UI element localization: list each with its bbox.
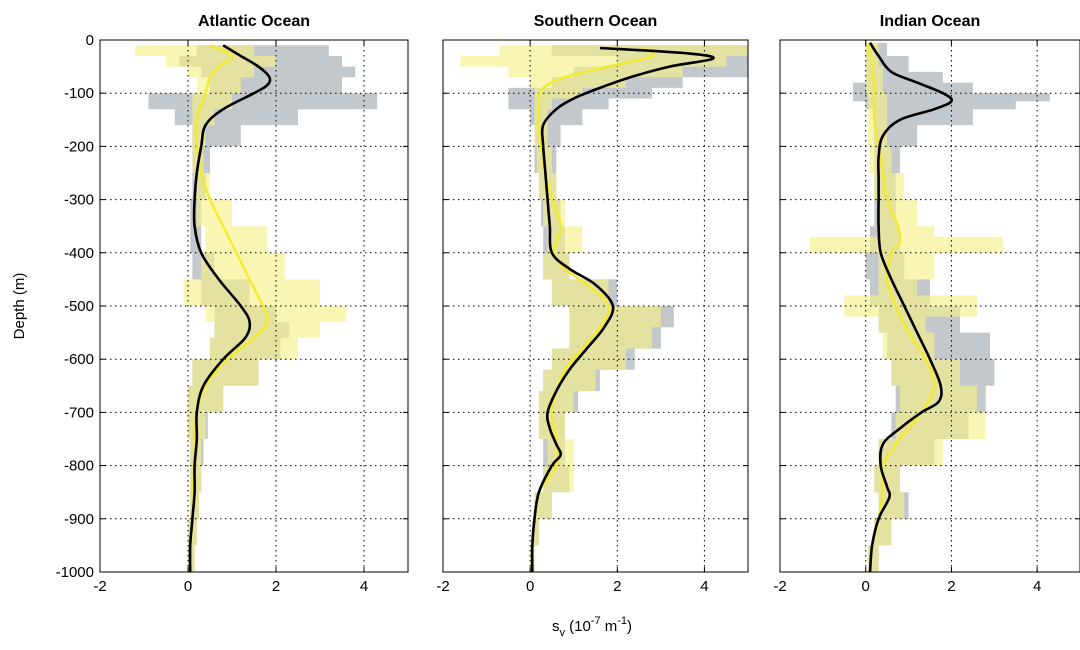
black-line bbox=[868, 42, 953, 572]
x-axis-label-sup2: -1 bbox=[617, 615, 627, 627]
x-tick-label: -2 bbox=[93, 578, 106, 595]
x-tick-label: 2 bbox=[272, 578, 280, 595]
yellow-line bbox=[866, 42, 936, 572]
y-tick-label: -800 bbox=[64, 458, 94, 475]
plot-area bbox=[780, 40, 1080, 572]
y-tick-label: -900 bbox=[64, 511, 94, 528]
y-tick-label: -200 bbox=[64, 138, 94, 155]
x-tick-label: -2 bbox=[436, 578, 449, 595]
panel-2: -2 0 2 4 Indian Ocean bbox=[773, 13, 1080, 595]
y-tick-label: -100 bbox=[64, 85, 94, 102]
y-tick-label: -300 bbox=[64, 192, 94, 209]
y-tick-label: -600 bbox=[64, 351, 94, 368]
y-axis-label: Depth (m) bbox=[11, 273, 28, 340]
panel-title: Atlantic Ocean bbox=[198, 13, 310, 30]
x-tick-label: 2 bbox=[947, 578, 955, 595]
panels: -2 0 2 40-100-200-300-400-500-600-700-800-9… bbox=[56, 13, 1080, 595]
panel-1: -2 0 2 4 Southern Ocean bbox=[436, 13, 749, 595]
x-axis-label-rest-b: m bbox=[601, 618, 618, 635]
plot-area bbox=[443, 40, 748, 572]
x-axis-label-close: ) bbox=[627, 618, 632, 635]
x-tick-label: 4 bbox=[360, 578, 368, 595]
y-tick-label: 0 bbox=[86, 32, 94, 49]
x-axis-label-main: s bbox=[552, 618, 560, 635]
y-tick-label: -1000 bbox=[56, 564, 94, 581]
yellow-band bbox=[810, 42, 1003, 572]
y-tick-label: -400 bbox=[64, 245, 94, 262]
x-tick-label: 4 bbox=[1033, 578, 1041, 595]
y-tick-label: -700 bbox=[64, 404, 94, 421]
x-axis-label-sub: v bbox=[559, 627, 565, 639]
panel-title: Indian Ocean bbox=[880, 13, 980, 30]
panel-0: -2 0 2 4 0 -100 -200 -300 -400 -500 -600 -700 -800 -9… bbox=[56, 13, 409, 595]
panel-title: Southern Ocean bbox=[534, 13, 658, 30]
x-tick-label: 0 bbox=[526, 578, 534, 595]
x-tick-label: 4 bbox=[700, 578, 708, 595]
yellow-band bbox=[135, 45, 347, 572]
y-tick-label: -500 bbox=[64, 298, 94, 315]
x-axis-label-rest-a: (10 bbox=[565, 618, 591, 635]
yellow-band bbox=[460, 45, 748, 572]
x-tick-label: -2 bbox=[773, 578, 786, 595]
x-tick-label: 0 bbox=[862, 578, 870, 595]
black-line bbox=[530, 46, 715, 572]
black-line bbox=[188, 44, 272, 572]
x-tick-label: 2 bbox=[613, 578, 621, 595]
x-axis-label-sup: -7 bbox=[591, 615, 601, 627]
x-tick-label: 0 bbox=[184, 578, 192, 595]
plot-area bbox=[100, 40, 408, 572]
x-axis-label: sv (10-7 m-1) bbox=[552, 615, 632, 639]
